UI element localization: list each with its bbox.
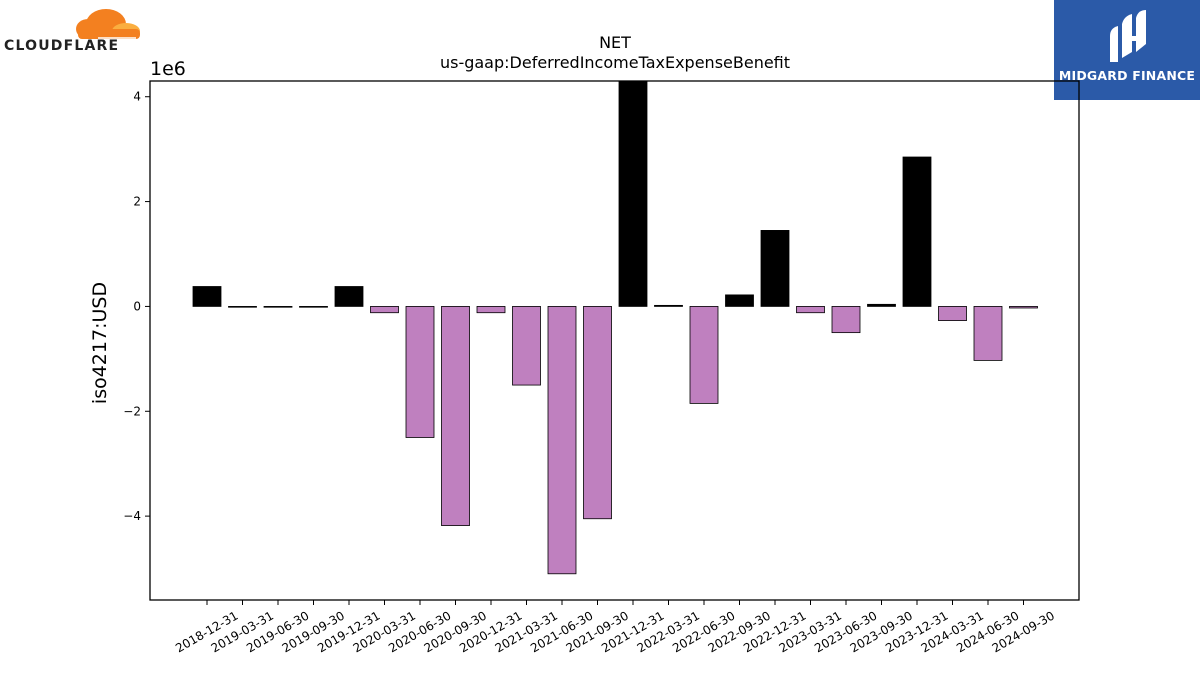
bar-2022-12-31 [760, 230, 790, 307]
bars-group [192, 80, 1038, 575]
y-tick-label: 4 [133, 90, 141, 104]
bar-2021-03-31 [512, 306, 541, 386]
bar-2020-09-30 [441, 306, 470, 526]
bar-2020-03-31 [370, 306, 399, 314]
y-tick-label: 0 [133, 299, 141, 313]
y-tick-label: −2 [123, 404, 141, 418]
y-scale-label: 1e6 [150, 58, 186, 80]
y-axis-ticks: −4 −2 0 2 4 [123, 90, 150, 523]
bar-2019-12-31 [334, 286, 364, 307]
midgard-mark-icon [1110, 10, 1146, 62]
bar-2024-03-31 [938, 306, 967, 321]
bar-2019-09-30 [299, 306, 328, 308]
bar-2021-06-30 [547, 306, 577, 575]
bar-2023-06-30 [831, 306, 861, 334]
cloudflare-wordmark: CLOUDFLARE [4, 38, 120, 54]
bar-2020-06-30 [405, 306, 435, 438]
bar-2020-12-31 [476, 306, 506, 314]
bar-2022-09-30 [725, 294, 754, 307]
bar-2024-09-30 [1009, 306, 1038, 309]
bar-2019-06-30 [263, 306, 293, 308]
y-tick-label: −4 [123, 509, 141, 523]
bar-2022-03-31 [654, 304, 683, 307]
bar-2019-03-31 [228, 306, 257, 308]
chart-subtitle: us-gaap:DeferredIncomeTaxExpenseBenefit [440, 53, 790, 72]
cloud-icon [76, 9, 140, 39]
bar-2023-03-31 [796, 306, 825, 314]
cloudflare-logo: CLOUDFLARE [2, 4, 147, 56]
y-axis-label: iso4217:USD [89, 282, 111, 404]
bar-2021-12-31 [618, 80, 648, 307]
bar-2023-09-30 [867, 303, 896, 307]
bar-2023-12-31 [902, 156, 932, 307]
midgard-wordmark: MIDGARD FINANCE [1058, 68, 1196, 83]
chart-title: NET [599, 33, 631, 52]
bar-2021-09-30 [583, 306, 612, 520]
bar-2024-06-30 [973, 306, 1003, 361]
x-axis-ticks: 2018-12-312019-03-312019-06-302019-09-30… [173, 600, 1057, 655]
bar-2018-12-31 [192, 286, 222, 307]
plot-frame [149, 80, 1080, 601]
midgard-finance-logo: MIDGARD FINANCE [1054, 0, 1200, 100]
y-tick-label: 2 [133, 195, 141, 209]
bar-2022-06-30 [689, 306, 719, 404]
